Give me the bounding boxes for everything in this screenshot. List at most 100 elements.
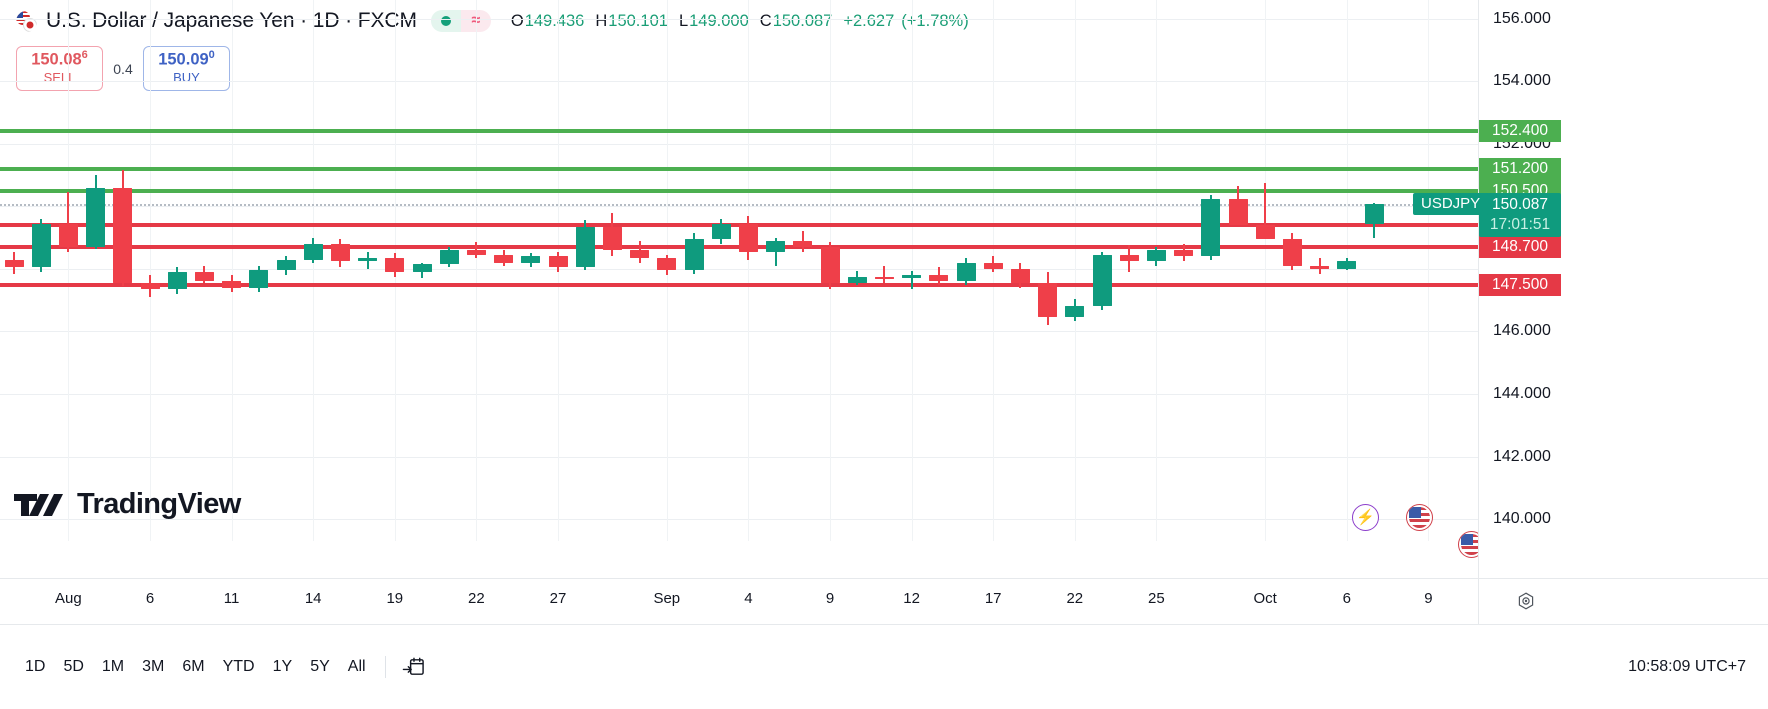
timeframe-button-all[interactable]: All xyxy=(341,652,373,682)
candle-body xyxy=(575,226,595,268)
ohlc-high: H150.101 xyxy=(595,11,668,30)
candle-body xyxy=(439,250,459,265)
candlestick xyxy=(630,240,650,263)
price-level-line[interactable] xyxy=(0,282,1478,287)
candle-body xyxy=(956,262,976,282)
timeframe-button-1d[interactable]: 1D xyxy=(18,652,52,682)
gridline-vertical xyxy=(1346,0,1348,541)
candlestick xyxy=(1282,232,1302,271)
candlestick xyxy=(1201,195,1221,260)
economic-event-bolt-icon[interactable]: ⚡ xyxy=(1352,504,1379,531)
timeframe-button-6m[interactable]: 6M xyxy=(175,652,211,682)
gridline-vertical xyxy=(313,0,315,541)
gridline-horizontal xyxy=(0,143,1478,145)
support-price-tag[interactable]: 147.500 xyxy=(1479,273,1561,296)
candle-wick xyxy=(910,270,913,290)
time-axis-tick: 4 xyxy=(744,590,753,607)
price-axis-settings-button[interactable] xyxy=(1478,578,1768,624)
candle-body xyxy=(711,223,731,240)
candle-body xyxy=(385,257,405,273)
candlestick xyxy=(86,175,106,249)
candlestick xyxy=(1119,245,1139,273)
candle-body xyxy=(330,243,350,262)
support-price-tag[interactable]: 148.700 xyxy=(1479,236,1561,259)
candle-body xyxy=(874,276,894,279)
spread-value: 0.4 xyxy=(113,60,133,77)
price-level-line[interactable] xyxy=(0,166,1478,171)
time-axis-tick: 9 xyxy=(1424,590,1433,607)
resistance-price-tag[interactable]: 151.200 xyxy=(1479,157,1561,180)
price-level-line[interactable] xyxy=(0,129,1478,134)
sell-button[interactable]: 150.086 SELL xyxy=(16,46,103,91)
candlestick xyxy=(4,251,24,274)
candlestick xyxy=(711,218,731,244)
gridline-horizontal xyxy=(0,394,1478,396)
gridline-horizontal xyxy=(0,81,1478,83)
chart-clock: 10:58:09 UTC+7 xyxy=(1628,658,1746,675)
time-axis-tick: 11 xyxy=(223,590,240,607)
time-axis-tick: 25 xyxy=(1148,590,1165,607)
time-axis-tick: 14 xyxy=(304,590,322,607)
timeframe-button-3m[interactable]: 3M xyxy=(135,652,171,682)
bottom-toolbar: 1D 5D 1M 3M 6M YTD 1Y 5Y All 10:58:09 UTC+7 xyxy=(0,624,1768,709)
timeframe-button-1y[interactable]: 1Y xyxy=(266,652,300,682)
candlestick xyxy=(847,270,867,285)
candle-body xyxy=(249,270,269,288)
timeframe-button-5y[interactable]: 5Y xyxy=(303,652,337,682)
gridline-horizontal xyxy=(0,331,1478,333)
candlestick xyxy=(330,239,350,268)
market-status-pills: ≈ xyxy=(430,10,491,32)
ohlc-values: O149.436 H150.101 L149.000 C150.087 +2.6… xyxy=(511,12,976,31)
candle-wick xyxy=(1264,182,1267,230)
candle-body xyxy=(738,223,758,252)
symbol-price-label[interactable]: USDJPY xyxy=(1413,192,1489,215)
gridline-vertical xyxy=(748,0,750,541)
current-price-tag[interactable]: 150.087 17:01:51 xyxy=(1479,192,1561,237)
time-axis-tick: 19 xyxy=(386,590,404,607)
goto-date-button[interactable] xyxy=(398,652,430,682)
time-axis-tick: 9 xyxy=(825,590,835,607)
candle-body xyxy=(820,247,840,283)
candle-body xyxy=(1065,306,1085,318)
candle-body xyxy=(1119,254,1139,262)
candlestick xyxy=(1255,182,1275,240)
tradingview-wordmark: TradingView xyxy=(77,488,241,520)
time-axis-tick: 27 xyxy=(549,590,567,607)
candlestick xyxy=(167,267,187,294)
candle-body xyxy=(58,223,78,248)
candle-body xyxy=(1092,254,1112,307)
candlestick xyxy=(1337,257,1357,271)
candle-body xyxy=(983,262,1003,269)
price-level-line[interactable] xyxy=(0,188,1478,193)
candle-body xyxy=(1146,250,1166,262)
price-axis-tick: 146.000 xyxy=(1493,322,1551,340)
timeframe-button-5d[interactable]: 5D xyxy=(56,652,90,682)
market-open-dot-icon[interactable] xyxy=(430,10,461,32)
timeframe-button-1m[interactable]: 1M xyxy=(95,652,131,682)
candle-wick xyxy=(774,237,777,266)
price-level-line[interactable] xyxy=(0,203,1478,206)
price-axis-settings-icon xyxy=(1518,592,1534,609)
resistance-price-tag[interactable]: 152.400 xyxy=(1479,120,1561,143)
price-axis-tick: 142.000 xyxy=(1493,447,1551,465)
candle-body xyxy=(1337,261,1357,269)
wave-icon[interactable]: ≈ xyxy=(460,10,491,32)
candle-wick xyxy=(883,265,886,283)
price-axis[interactable]: 156.000 154.000 152.000 146.000 144.000 142.0… xyxy=(1413,0,1768,578)
candle-body xyxy=(521,256,541,263)
candle-body xyxy=(657,257,677,271)
symbol-title[interactable]: U.S. Dollar / Japanese Yen · 1D · FXCM xyxy=(46,9,417,32)
candle-wick xyxy=(1237,186,1239,208)
candlestick xyxy=(249,265,269,293)
gridline-vertical xyxy=(476,0,478,541)
time-axis[interactable]: Aug 6 11 14 19 22 27 Sep 4 9 12 17 22 25 Oct 6 9 xyxy=(0,578,1478,624)
candle-body xyxy=(548,256,568,268)
timeframe-button-ytd[interactable]: YTD xyxy=(216,652,262,682)
chart-plot-area[interactable] xyxy=(0,0,1478,541)
goto-date-calendar-icon xyxy=(402,657,424,675)
gridline-horizontal xyxy=(0,456,1478,458)
us-flag-event-icon-1[interactable] xyxy=(1406,504,1433,531)
price-axis-tick: 156.000 xyxy=(1493,9,1551,27)
candlestick xyxy=(738,215,758,260)
